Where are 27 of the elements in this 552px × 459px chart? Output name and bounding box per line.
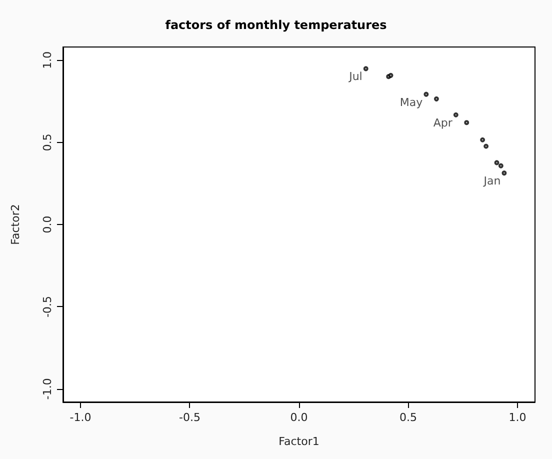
y-axis-title: Factor2	[9, 204, 22, 245]
y-tick-label: -0.5	[41, 296, 54, 318]
point	[498, 163, 504, 168]
data-label: Jul	[348, 70, 362, 84]
point	[453, 112, 458, 118]
point	[480, 137, 486, 142]
x-tick-label: -1.0	[70, 411, 92, 424]
chart-title: factors of monthly temperatures	[165, 18, 387, 32]
point	[494, 160, 500, 166]
point	[424, 92, 429, 97]
y-tick-label: 0.0	[41, 216, 54, 234]
point	[363, 66, 368, 72]
y-tick-label: 0.5	[41, 134, 54, 152]
data-label: May	[400, 96, 424, 109]
x-tick-label: -0.5	[179, 411, 200, 424]
y-tick-label: -1.0	[41, 378, 54, 400]
data-label: Apr	[433, 116, 453, 130]
data-label: Jan	[482, 174, 501, 188]
point	[502, 170, 507, 176]
x-tick-label: 0.0	[290, 411, 308, 424]
x-axis-title: Factor1	[278, 435, 320, 448]
x-tick-label: 0.5	[400, 411, 418, 424]
point	[484, 144, 489, 149]
point	[434, 96, 439, 102]
x-tick-label: 1.0	[508, 411, 526, 424]
point	[464, 120, 470, 126]
y-tick-label: 1.0	[41, 51, 54, 69]
